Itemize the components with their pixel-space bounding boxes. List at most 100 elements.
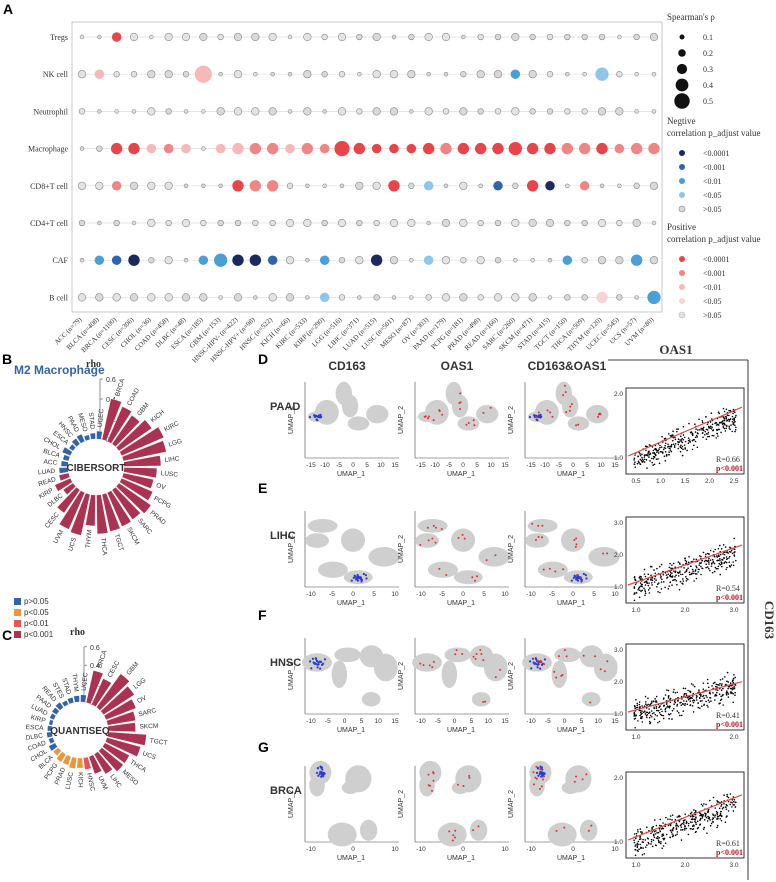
bubble bbox=[338, 294, 346, 301]
scatter-point bbox=[646, 467, 648, 469]
oas1-cell bbox=[471, 576, 474, 579]
scatter-point bbox=[723, 553, 726, 556]
scatter-point bbox=[683, 692, 686, 695]
scatter-point bbox=[656, 449, 658, 452]
scatter-point bbox=[672, 834, 675, 837]
neg-legend-label: <0.0001 bbox=[703, 149, 730, 158]
scatter-point bbox=[704, 559, 707, 562]
scatter-point bbox=[637, 460, 640, 463]
row-label: Macrophage bbox=[28, 145, 68, 154]
scatter-point bbox=[701, 420, 704, 422]
scatter-point bbox=[717, 411, 720, 413]
neg-legend-dot bbox=[679, 192, 685, 198]
scatter-point bbox=[709, 425, 712, 428]
scatter-point bbox=[657, 709, 660, 712]
scatter-point bbox=[658, 448, 660, 450]
oas1-cell bbox=[603, 670, 606, 673]
scatter-point bbox=[712, 682, 715, 685]
scatter-point bbox=[713, 555, 716, 558]
umap-cluster bbox=[417, 519, 448, 533]
scatter-point bbox=[708, 563, 710, 565]
scatter-point bbox=[673, 707, 675, 710]
scatter-point bbox=[654, 444, 657, 447]
cd163-cell bbox=[317, 415, 320, 418]
scatter-point bbox=[677, 561, 680, 563]
cd163-cell bbox=[362, 572, 365, 576]
regression-line bbox=[627, 681, 743, 713]
scatter-point bbox=[658, 711, 661, 714]
bubble bbox=[131, 109, 137, 114]
oas1-cell bbox=[546, 409, 549, 412]
radial-bar bbox=[61, 446, 73, 457]
scatter-point bbox=[707, 815, 709, 818]
oas1-cell bbox=[422, 664, 425, 667]
scatter-point bbox=[727, 693, 730, 695]
scatter-point bbox=[656, 835, 659, 838]
scatter-point bbox=[636, 704, 639, 707]
scatter-point bbox=[734, 430, 736, 433]
scatter-point bbox=[651, 461, 654, 464]
radial-bar-label: PCPG bbox=[152, 495, 172, 510]
radial-bar-label: OV bbox=[136, 694, 148, 705]
scatter-point bbox=[720, 695, 722, 698]
bubble bbox=[457, 142, 470, 155]
scatter-point bbox=[669, 571, 672, 574]
scatter-point bbox=[644, 594, 646, 597]
scatter-point bbox=[701, 700, 703, 702]
radial-bar-label: KICH bbox=[76, 772, 83, 788]
bubble bbox=[147, 107, 156, 116]
cd163-cell bbox=[316, 419, 319, 422]
scatter-point bbox=[734, 691, 737, 694]
oas1-cell bbox=[427, 539, 430, 542]
oas1-cell bbox=[426, 417, 429, 420]
scatter-point bbox=[648, 453, 651, 456]
oas1-cell bbox=[548, 567, 551, 570]
scatter-point bbox=[693, 580, 696, 582]
scatter-point bbox=[699, 818, 702, 820]
scatter-point bbox=[675, 825, 677, 827]
panel-b-radial-bar: rho0.60.40.20UCECBRCACOADGBMKICHKIRCLGGL… bbox=[38, 359, 183, 556]
scatter-point bbox=[733, 421, 735, 424]
scatter-point bbox=[634, 707, 636, 710]
radial-bar-label: KIRP bbox=[30, 714, 46, 725]
scatter-point bbox=[678, 571, 681, 574]
scatter-point bbox=[698, 564, 701, 566]
oas1-cell bbox=[432, 419, 435, 422]
scatter-point bbox=[676, 430, 678, 433]
scatter-point bbox=[659, 450, 662, 453]
scatter-point bbox=[733, 804, 736, 806]
umap-tick: -10 bbox=[430, 462, 440, 469]
scatter-point bbox=[669, 434, 672, 437]
scatter-point bbox=[641, 453, 643, 456]
cd163-cell bbox=[365, 577, 368, 580]
scatter-point bbox=[663, 438, 666, 440]
bubble bbox=[218, 183, 223, 189]
scatter-point bbox=[661, 452, 664, 454]
scatter-point bbox=[651, 716, 653, 718]
scatter-point bbox=[714, 816, 716, 818]
bubble bbox=[460, 71, 467, 78]
scatter-point bbox=[641, 831, 643, 833]
bubble bbox=[409, 258, 414, 263]
row-label: Tregs bbox=[50, 33, 68, 42]
scatter-point bbox=[656, 714, 658, 717]
scatter-point bbox=[733, 798, 736, 801]
scatter-point bbox=[714, 685, 717, 688]
scatter-point bbox=[638, 462, 640, 464]
scatter-point bbox=[681, 454, 684, 457]
bubble bbox=[303, 32, 312, 42]
bubble bbox=[526, 142, 539, 155]
umap-x-label: UMAP_1 bbox=[557, 727, 585, 734]
row-label: CAF bbox=[52, 256, 68, 265]
bubble bbox=[322, 183, 327, 189]
neg-legend-label: <0.001 bbox=[703, 163, 726, 172]
scatter-x-tick: 1.5 bbox=[680, 478, 689, 485]
umap-y-label: UMAP_2 bbox=[288, 406, 295, 434]
oas1-cell bbox=[536, 659, 539, 662]
scatter-point bbox=[657, 591, 659, 593]
radial-bar-label: UVM bbox=[52, 529, 65, 545]
scatter-point bbox=[710, 412, 713, 414]
scatter-point bbox=[702, 429, 705, 432]
scatter-point bbox=[667, 445, 670, 448]
